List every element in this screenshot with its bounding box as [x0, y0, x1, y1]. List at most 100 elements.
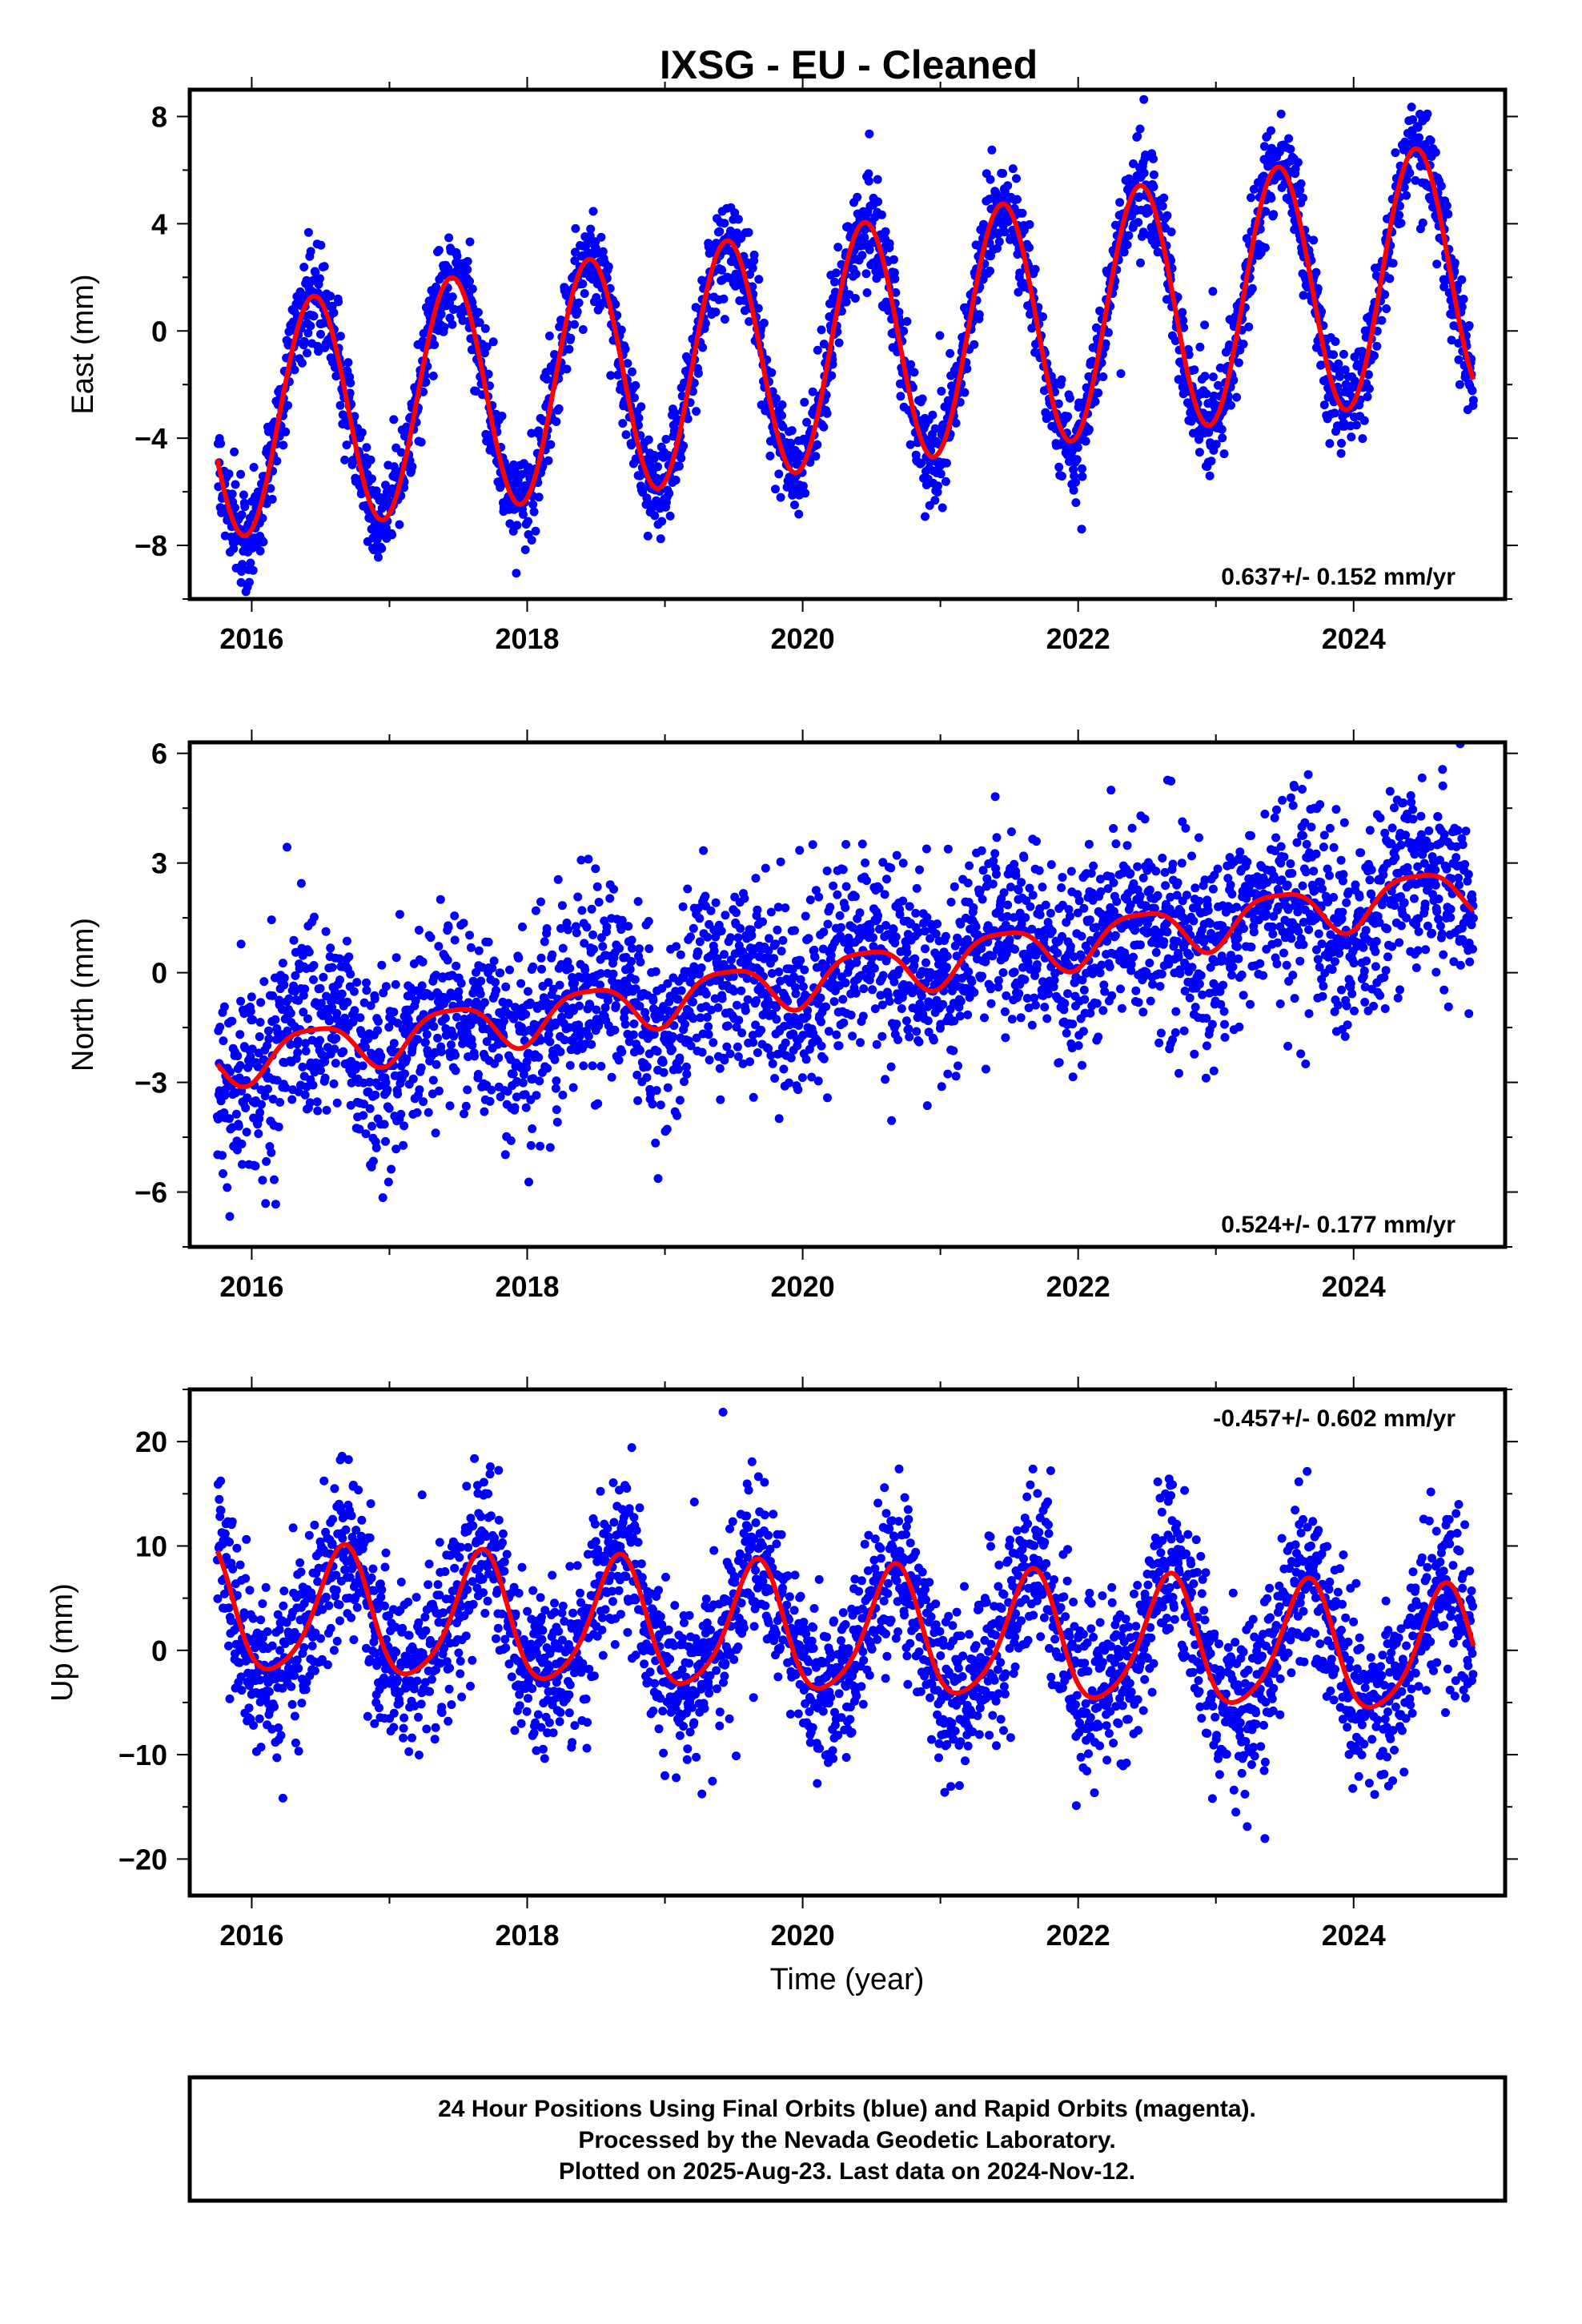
east-data-point	[841, 297, 851, 307]
east-data-point	[1071, 498, 1081, 508]
north-data-point	[370, 994, 379, 1003]
north-data-point	[434, 942, 444, 951]
north-data-point	[461, 1101, 471, 1111]
north-data-point	[859, 984, 869, 994]
east-data-point	[611, 300, 620, 309]
north-data-point	[923, 1016, 933, 1026]
north-data-point	[605, 894, 615, 903]
north-data-point	[867, 953, 877, 963]
north-data-point	[673, 1111, 682, 1120]
north-data-point	[219, 1036, 228, 1046]
north-data-point	[954, 1061, 962, 1071]
north-data-point	[346, 969, 355, 979]
north-data-point	[465, 931, 474, 940]
north-data-point	[689, 923, 698, 933]
east-data-point	[544, 332, 554, 340]
north-data-point	[938, 999, 948, 1009]
east-data-point	[683, 414, 693, 424]
north-data-point	[921, 944, 930, 954]
north-data-point	[270, 1175, 279, 1184]
east-data-point	[1227, 400, 1235, 410]
east-data-point	[1135, 124, 1145, 134]
east-data-point	[955, 397, 965, 407]
north-data-point	[790, 926, 799, 935]
east-data-point	[1339, 349, 1348, 359]
north-data-point	[443, 955, 452, 965]
east-data-point	[765, 451, 775, 460]
east-data-point	[381, 480, 390, 490]
north-data-point	[841, 903, 850, 912]
east-data-point	[306, 247, 315, 256]
north-data-point	[389, 1007, 399, 1017]
north-data-point	[946, 898, 956, 907]
east-data-point	[465, 237, 475, 247]
east-data-point	[346, 378, 355, 388]
north-data-point	[384, 1104, 394, 1113]
north-data-point	[886, 1062, 896, 1072]
east-data-point	[236, 577, 246, 587]
north-data-point	[716, 1095, 725, 1104]
north-data-point	[705, 1055, 714, 1065]
north-data-point	[545, 1143, 555, 1152]
north-data-point	[492, 986, 500, 995]
north-data-point	[856, 1038, 865, 1047]
north-data-point	[736, 923, 745, 933]
north-data-point	[248, 1015, 258, 1024]
north-data-point	[573, 892, 583, 902]
east-data-point	[899, 326, 909, 336]
north-data-point	[309, 975, 318, 984]
north-data-point	[371, 1143, 381, 1152]
north-data-point	[914, 1037, 924, 1047]
east-data-point	[811, 452, 821, 461]
east-data-point	[1200, 320, 1210, 330]
north-data-point	[236, 996, 246, 1006]
north-data-point	[625, 964, 635, 974]
north-data-point	[905, 1032, 914, 1042]
east-data-point	[1069, 485, 1078, 495]
east-data-point	[794, 509, 804, 519]
east-data-point	[917, 394, 927, 404]
north-data-point	[902, 947, 912, 957]
east-data-point	[571, 223, 580, 233]
east-data-point	[935, 331, 945, 340]
north-data-point	[920, 927, 930, 936]
north-data-point	[693, 947, 703, 957]
east-data-point	[616, 325, 626, 335]
north-data-point	[659, 1068, 669, 1077]
east-data-point	[335, 400, 345, 410]
east-data-point	[1094, 388, 1103, 398]
east-data-point	[1065, 393, 1074, 403]
east-data-point	[484, 369, 493, 379]
east-data-point	[767, 368, 777, 377]
north-data-point	[704, 1030, 713, 1039]
east-data-point	[517, 470, 526, 479]
north-data-point	[769, 954, 779, 963]
east-data-point	[463, 256, 472, 266]
north-data-point	[833, 890, 842, 899]
north-data-point	[233, 1051, 243, 1060]
east-data-point	[440, 323, 449, 332]
east-data-point	[381, 523, 391, 533]
north-data-point	[526, 1140, 536, 1150]
east-data-point	[1431, 147, 1440, 157]
east-data-point	[1405, 168, 1415, 178]
north-data-point	[829, 997, 839, 1007]
north-data-point	[589, 944, 598, 954]
north-data-point	[460, 1109, 468, 1119]
east-data-point	[512, 521, 522, 530]
north-data-point	[627, 935, 636, 945]
east-data-point	[618, 419, 628, 428]
east-data-point	[1319, 400, 1329, 410]
north-x-tick-label: 2018	[495, 1270, 559, 1303]
east-data-point	[748, 263, 757, 273]
north-data-point	[937, 1082, 946, 1092]
east-data-point	[1202, 389, 1211, 399]
east-data-point	[316, 240, 326, 250]
east-data-point	[813, 345, 822, 355]
north-data-point	[602, 922, 612, 931]
east-data-point	[661, 435, 671, 444]
north-data-point	[771, 939, 780, 949]
north-data-point	[668, 1045, 677, 1055]
east-data-point	[377, 544, 387, 553]
